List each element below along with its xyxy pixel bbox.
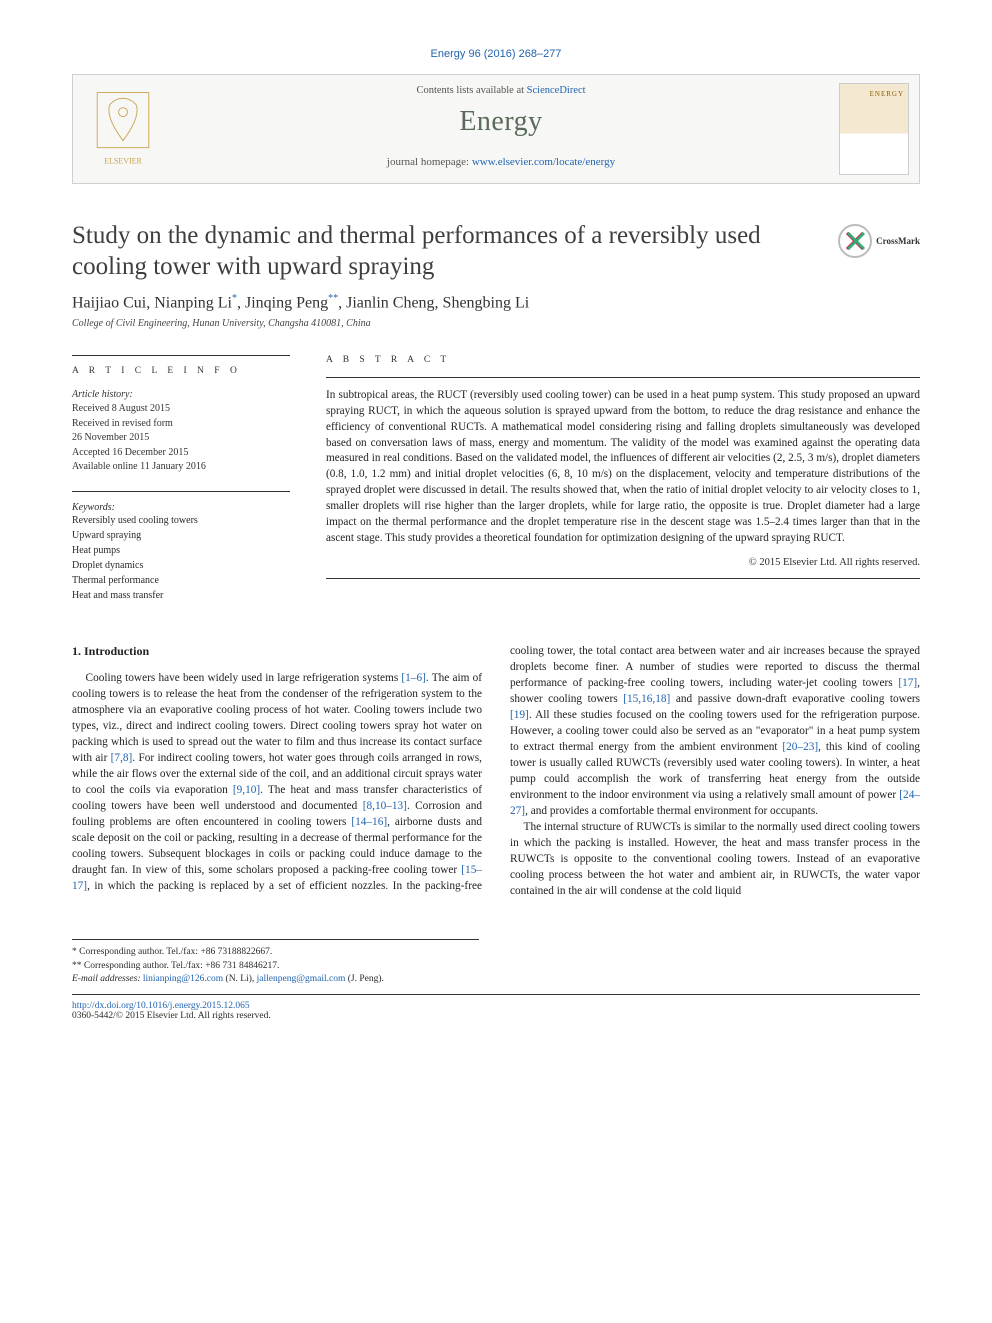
- corr-author-2: ** Corresponding author. Tel./fax: +86 7…: [72, 960, 479, 973]
- issn-copyright: 0360-5442/© 2015 Elsevier Ltd. All right…: [72, 1011, 271, 1021]
- history-revised-line1: Received in revised form: [72, 418, 173, 429]
- journal-header-card: ELSEVIER Contents lists available at Sci…: [72, 74, 920, 184]
- section-heading-intro: 1. Introduction: [72, 643, 482, 660]
- sciencedirect-link[interactable]: ScienceDirect: [527, 85, 586, 96]
- keyword: Heat and mass transfer: [72, 590, 163, 601]
- homepage-prefix: journal homepage:: [387, 156, 472, 168]
- page-footer: http://dx.doi.org/10.1016/j.energy.2015.…: [72, 994, 920, 1021]
- email-who: (J. Peng).: [345, 974, 384, 984]
- abstract-label: A B S T R A C T: [326, 355, 920, 365]
- history-received: Received 8 August 2015: [72, 403, 170, 414]
- affiliation: College of Civil Engineering, Hunan Univ…: [72, 318, 920, 329]
- body-text: Cooling towers have been widely used in …: [86, 672, 402, 684]
- citation-link[interactable]: [14–16]: [351, 816, 387, 828]
- journal-cover-thumbnail: ENERGY: [829, 75, 919, 183]
- abstract-copyright: © 2015 Elsevier Ltd. All rights reserved…: [326, 557, 920, 579]
- journal-homepage-link[interactable]: www.elsevier.com/locate/energy: [472, 156, 615, 168]
- keyword: Upward spraying: [72, 530, 141, 541]
- article-history-block: Article history: Received 8 August 2015 …: [72, 388, 290, 475]
- crossmark-icon: [844, 230, 866, 252]
- doi-link[interactable]: http://dx.doi.org/10.1016/j.energy.2015.…: [72, 1001, 250, 1011]
- keyword: Thermal performance: [72, 575, 159, 586]
- citation-link[interactable]: [1–6]: [401, 672, 425, 684]
- email-link[interactable]: linianping@126.com: [143, 974, 223, 984]
- author-list: Haijiao Cui, Nianping Li*, Jinqing Peng*…: [72, 293, 920, 312]
- keywords-list: Reversibly used cooling towers Upward sp…: [72, 513, 290, 603]
- history-revised-line2: 26 November 2015: [72, 432, 149, 443]
- body-text: and passive down-draft evaporative cooli…: [670, 693, 920, 705]
- article-title: Study on the dynamic and thermal perform…: [72, 220, 822, 283]
- article-info-label: A R T I C L E I N F O: [72, 355, 290, 376]
- corresponding-author-footnotes: * Corresponding author. Tel./fax: +86 73…: [72, 939, 479, 986]
- email-who: (N. Li),: [223, 974, 257, 984]
- citation-link[interactable]: [19]: [510, 709, 529, 721]
- body-text: . The aim of cooling towers is to releas…: [72, 672, 482, 764]
- journal-homepage-line: journal homepage: www.elsevier.com/locat…: [173, 156, 829, 168]
- crossmark-badge[interactable]: CrossMark: [838, 224, 920, 258]
- contents-available-line: Contents lists available at ScienceDirec…: [173, 85, 829, 96]
- journal-name: Energy: [173, 106, 829, 138]
- keywords-head: Keywords:: [72, 502, 290, 513]
- history-accepted: Accepted 16 December 2015: [72, 447, 188, 458]
- citation-link[interactable]: [17]: [898, 677, 917, 689]
- keyword: Heat pumps: [72, 545, 120, 556]
- email-link[interactable]: jallenpeng@gmail.com: [257, 974, 346, 984]
- cover-label: ENERGY: [870, 90, 904, 98]
- crossmark-label: CrossMark: [876, 236, 920, 246]
- keyword: Droplet dynamics: [72, 560, 143, 571]
- corr-mark-2: **: [328, 293, 338, 304]
- keyword: Reversibly used cooling towers: [72, 515, 198, 526]
- abstract-text: In subtropical areas, the RUCT (reversib…: [326, 377, 920, 547]
- citation-link[interactable]: [15,16,18]: [623, 693, 670, 705]
- publisher-logo-text: ELSEVIER: [104, 157, 142, 166]
- email-addresses: E-mail addresses: linianping@126.com (N.…: [72, 973, 479, 986]
- email-label: E-mail addresses:: [72, 974, 143, 984]
- article-body: 1. Introduction Cooling towers have been…: [72, 643, 920, 900]
- citation-link[interactable]: [7,8]: [111, 752, 133, 764]
- history-online: Available online 11 January 2016: [72, 461, 206, 472]
- publisher-logo: ELSEVIER: [73, 75, 173, 183]
- citation-link[interactable]: [9,10]: [233, 784, 260, 796]
- citation-line: Energy 96 (2016) 268–277: [72, 48, 920, 60]
- body-paragraph: The internal structure of RUWCTs is simi…: [510, 819, 920, 899]
- history-head: Article history:: [72, 389, 133, 400]
- citation-link[interactable]: [20–23]: [782, 741, 818, 753]
- contents-prefix: Contents lists available at: [416, 85, 526, 96]
- corr-author-1: * Corresponding author. Tel./fax: +86 73…: [72, 946, 479, 959]
- citation-link[interactable]: [8,10–13]: [363, 800, 407, 812]
- divider: [72, 491, 290, 492]
- corr-mark-1: *: [232, 293, 237, 304]
- body-text: , and provides a comfortable thermal env…: [525, 805, 818, 817]
